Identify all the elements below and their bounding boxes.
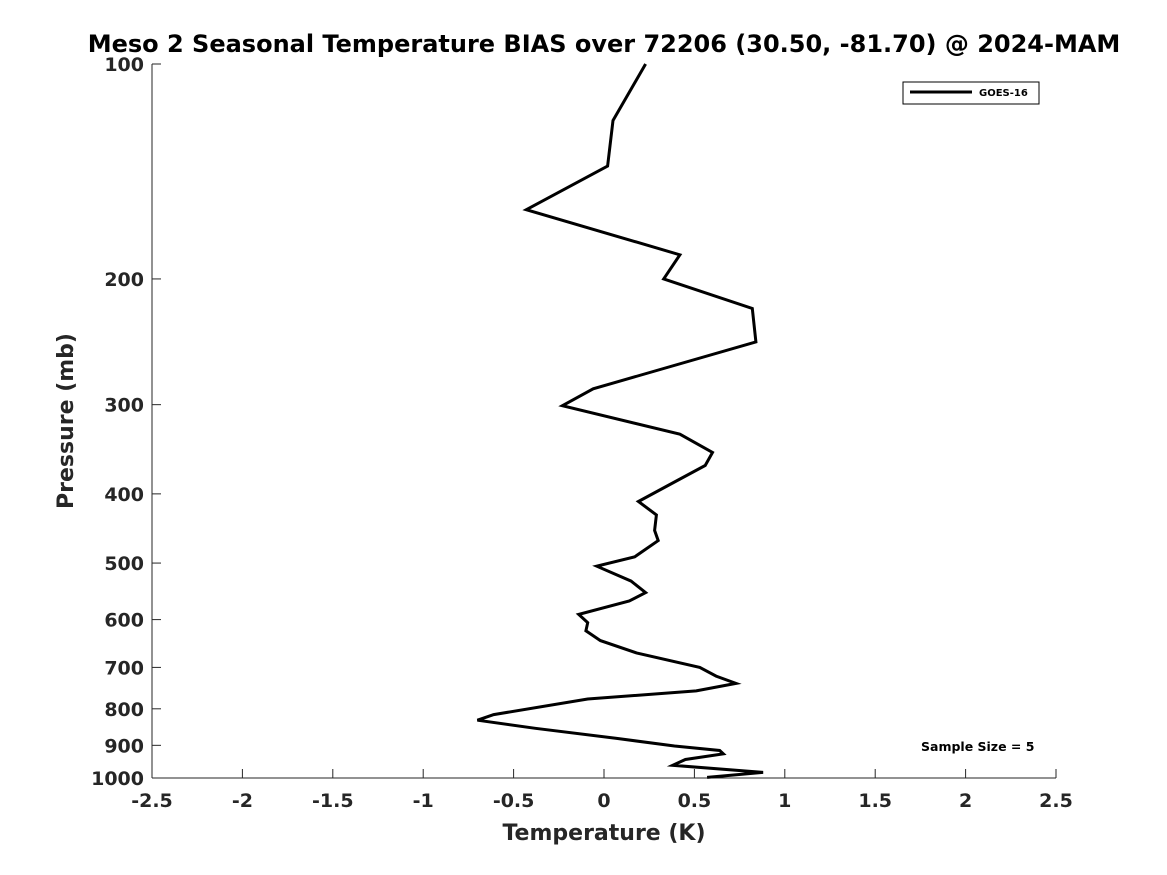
x-tick-label: 0	[597, 790, 610, 812]
x-tick-label: -0.5	[493, 790, 535, 812]
x-tick-label: -1	[413, 790, 434, 812]
y-tick-label: 100	[104, 54, 144, 76]
y-tick-label: 500	[104, 553, 144, 575]
y-tick-label: 200	[104, 269, 144, 291]
x-tick-label: 1.5	[858, 790, 892, 812]
legend: GOES-16	[902, 81, 1040, 105]
y-tick-label: 800	[104, 699, 144, 721]
x-tick-label: 0.5	[678, 790, 712, 812]
y-tick-label: 300	[104, 395, 144, 417]
y-tick-label: 600	[104, 610, 144, 632]
x-tick-label: -2.5	[131, 790, 173, 812]
y-tick-label: 1000	[91, 768, 144, 790]
sample-size-annotation: Sample Size = 5	[921, 739, 1034, 754]
x-tick-label: 2	[959, 790, 972, 812]
x-tick-label: -1.5	[312, 790, 354, 812]
y-tick-label: 400	[104, 484, 144, 506]
y-tick-label: 900	[104, 735, 144, 757]
y-axis-ticks: 100 200 300 400 500 600 700 800 900 1000	[91, 54, 161, 790]
y-axis-label: Pressure (mb)	[54, 333, 79, 509]
y-tick-label: 700	[104, 657, 144, 679]
series-lines	[476, 63, 764, 779]
chart-title: Meso 2 Seasonal Temperature BIAS over 72…	[88, 30, 1121, 58]
x-axis-label: Temperature (K)	[502, 821, 705, 846]
x-axis-ticks: -2.5 -2 -1.5 -1 -0.5 0 0.5 1 1.5 2 2.5	[131, 769, 1073, 812]
x-tick-label: -2	[232, 790, 253, 812]
x-tick-label: 2.5	[1039, 790, 1073, 812]
series-line	[476, 63, 764, 779]
x-tick-label: 1	[778, 790, 791, 812]
legend-label: GOES-16	[979, 88, 1028, 99]
